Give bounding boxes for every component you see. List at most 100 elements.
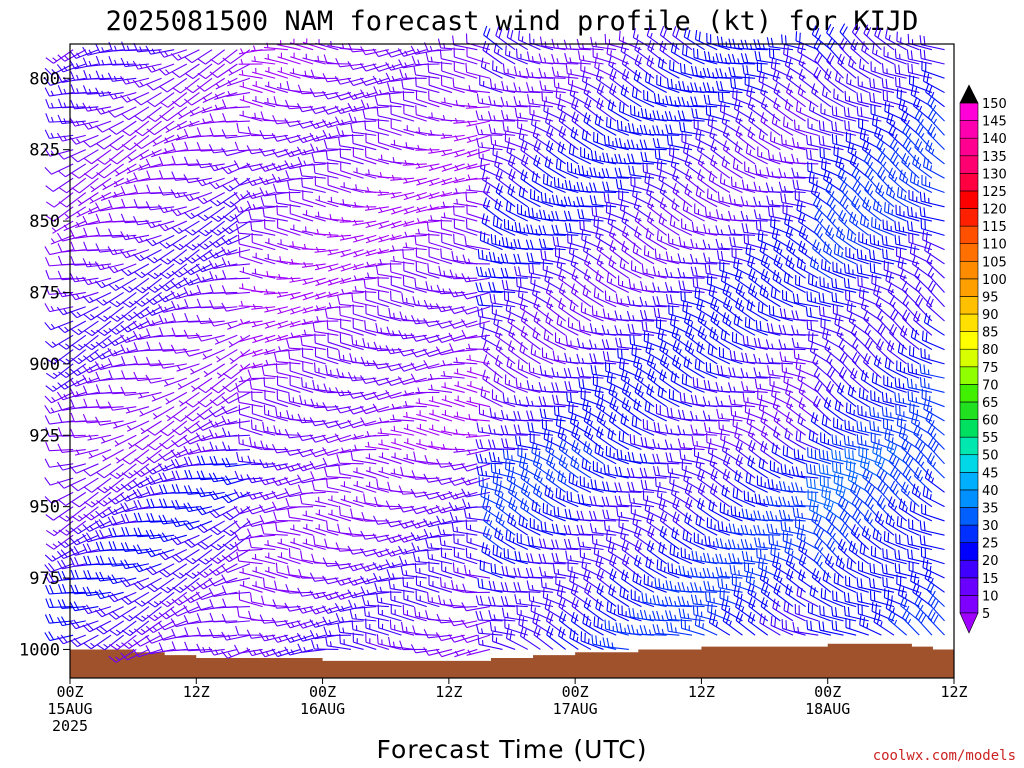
wind-barb-half-flag — [241, 456, 244, 462]
wind-barb-half-flag — [76, 138, 81, 144]
wind-barb — [239, 81, 263, 94]
wind-barb-staff — [102, 449, 124, 462]
wind-barb-half-flag — [368, 169, 370, 175]
wind-barb-staff — [289, 591, 314, 594]
wind-barb — [338, 305, 364, 322]
wind-barb-half-flag — [240, 474, 244, 480]
wind-barb-staff — [204, 406, 225, 420]
wind-barb-half-flag — [279, 411, 282, 418]
wind-barb-flag — [112, 527, 117, 537]
wind-barb-flag — [170, 537, 178, 546]
wind-barb-flag — [132, 321, 140, 330]
wind-barb-half-flag — [75, 449, 80, 455]
wind-barb-flag — [94, 520, 102, 529]
wind-barb — [339, 199, 364, 208]
wind-barb — [134, 277, 162, 294]
wind-barb-half-flag — [484, 63, 487, 69]
wind-barb — [476, 137, 503, 151]
wind-barb-flag — [196, 196, 204, 205]
wind-barb-half-flag — [177, 54, 182, 59]
wind-barb — [159, 249, 188, 265]
wind-barb-flag — [196, 141, 202, 152]
wind-barb-flag — [157, 49, 165, 58]
wind-barb-flag — [250, 419, 253, 430]
wind-barb-flag — [313, 535, 316, 545]
wind-barb-half-flag — [204, 229, 210, 234]
wind-barb-staff — [365, 141, 390, 151]
wind-barb-half-flag — [227, 652, 232, 658]
wind-barb — [94, 277, 124, 289]
wind-barb — [233, 160, 263, 170]
wind-barb-half-flag — [75, 391, 80, 397]
wind-barb-flag — [170, 449, 178, 458]
wind-barb-half-flag — [77, 527, 82, 533]
wind-barb-staff — [89, 134, 112, 148]
wind-barb — [108, 320, 137, 335]
wind-barb-flag — [338, 464, 341, 474]
wind-barb — [44, 246, 74, 256]
wind-barb — [428, 204, 453, 211]
wind-barb-flag — [288, 392, 291, 402]
wind-barb-flag — [159, 586, 169, 594]
wind-barb-flag — [83, 642, 92, 650]
wind-barb-flag — [132, 79, 140, 88]
wind-barb-flag — [480, 57, 484, 68]
wind-barb-half-flag — [354, 613, 357, 620]
wind-barb — [348, 112, 377, 123]
wind-barb-staff — [140, 249, 162, 262]
wind-barb — [314, 175, 339, 194]
wind-barb — [171, 263, 200, 278]
wind-barb-flag — [120, 324, 128, 333]
wind-barb — [352, 167, 377, 179]
wind-barb-staff — [112, 234, 137, 238]
wind-barb — [158, 277, 188, 292]
wind-barb-half-flag — [52, 385, 57, 390]
wind-barb-flag — [146, 100, 156, 108]
wind-barb-flag — [149, 583, 159, 590]
wind-barb — [71, 177, 99, 194]
wind-barb-staff — [213, 149, 238, 154]
wind-barb-flag — [196, 488, 202, 497]
wind-barb-flag — [132, 545, 139, 554]
wind-barb-staff — [127, 263, 150, 277]
wind-barb-flag — [437, 525, 442, 535]
wind-barb-half-flag — [88, 452, 93, 458]
wind-barb — [351, 133, 377, 151]
wind-barb-flag — [82, 365, 90, 374]
wind-barb-flag — [44, 303, 51, 312]
wind-barb-half-flag — [214, 274, 218, 280]
wind-barb-half-flag — [317, 384, 320, 390]
wind-barb-half-flag — [115, 315, 121, 320]
wind-barb — [76, 206, 99, 218]
wind-barb-flag — [325, 364, 328, 375]
wind-barb-half-flag — [88, 261, 92, 267]
wind-barb — [208, 144, 238, 154]
wind-barb — [171, 434, 200, 448]
wind-barb — [184, 391, 213, 408]
wind-barb-flag — [107, 246, 114, 255]
wind-barb-half-flag — [354, 285, 357, 292]
wind-barb — [172, 406, 200, 422]
wind-barb-half-flag — [329, 641, 332, 647]
wind-barb-staff — [201, 506, 225, 516]
wind-barb-staff — [62, 291, 86, 298]
wind-barb-staff — [230, 363, 251, 380]
wind-barb-half-flag — [115, 300, 121, 305]
wind-barb — [414, 562, 440, 579]
wind-barb — [233, 489, 263, 499]
wind-barb-half-flag — [63, 224, 68, 230]
wind-barb-half-flag — [229, 215, 235, 220]
wind-barb-flag — [159, 101, 169, 108]
wind-barb-flag — [183, 348, 190, 357]
wind-barb-flag — [96, 315, 105, 322]
wind-barb-flag — [45, 357, 55, 365]
wind-barb — [171, 499, 200, 510]
wind-barb-flag — [272, 444, 278, 454]
wind-barb-flag — [120, 356, 126, 366]
wind-barb-flag — [123, 577, 131, 586]
wind-barb-half-flag — [189, 279, 194, 285]
wind-barb-staff — [263, 205, 288, 208]
wind-barb-flag — [83, 173, 93, 180]
wind-barb — [239, 363, 263, 371]
wind-barb — [134, 120, 162, 137]
